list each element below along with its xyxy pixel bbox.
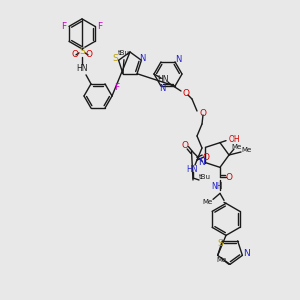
Text: O: O: [71, 50, 79, 59]
Text: HN: HN: [157, 76, 169, 85]
Text: O: O: [182, 141, 189, 150]
Text: Me: Me: [232, 144, 242, 150]
Text: S: S: [79, 47, 85, 56]
Text: O: O: [200, 109, 206, 118]
Text: F: F: [98, 22, 103, 31]
Text: N: N: [175, 56, 181, 64]
Text: O: O: [202, 154, 209, 163]
Text: Me: Me: [202, 200, 212, 206]
Text: S: S: [113, 54, 118, 63]
Text: F: F: [114, 83, 120, 92]
Text: N: N: [198, 158, 205, 167]
Text: F: F: [61, 22, 67, 31]
Text: O: O: [85, 50, 92, 59]
Text: NH: NH: [211, 182, 223, 191]
Text: N: N: [139, 54, 146, 63]
Text: O: O: [182, 89, 190, 98]
Text: Me: Me: [216, 257, 226, 263]
Text: Me: Me: [242, 147, 252, 153]
Text: tBu: tBu: [118, 50, 130, 56]
Text: HN: HN: [76, 64, 88, 74]
Text: tBu: tBu: [199, 174, 211, 180]
Text: O: O: [226, 173, 232, 182]
Text: S: S: [218, 239, 223, 248]
Text: N: N: [159, 84, 165, 93]
Text: HN: HN: [186, 164, 198, 173]
Text: OH: OH: [228, 135, 240, 144]
Text: N: N: [243, 249, 250, 258]
